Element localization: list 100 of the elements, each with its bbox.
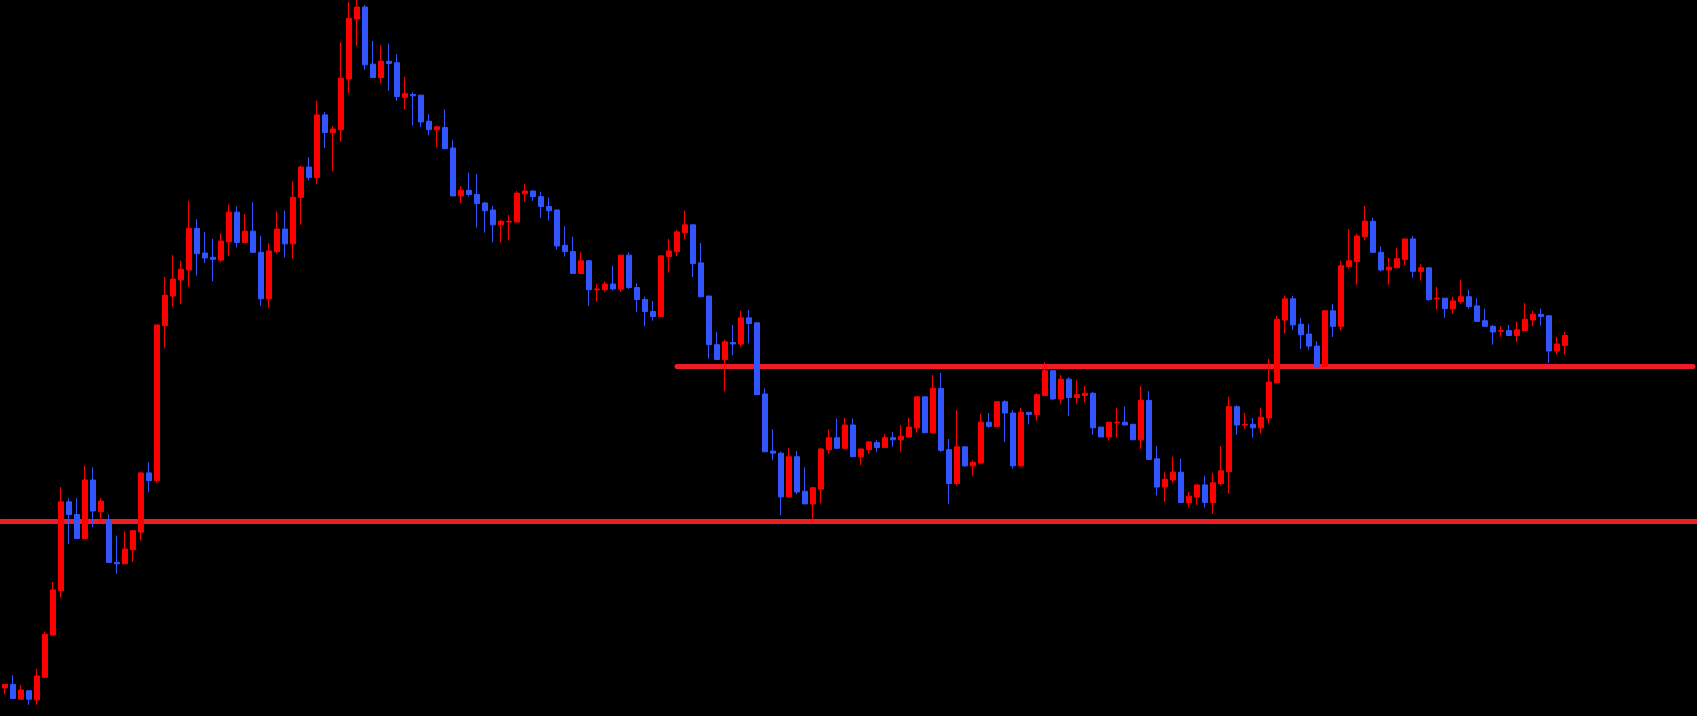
candlestick — [298, 165, 304, 226]
candlestick — [722, 339, 728, 392]
candlestick — [602, 280, 608, 293]
candlestick — [1050, 370, 1056, 401]
candlestick — [1234, 404, 1240, 436]
candlestick — [802, 466, 808, 505]
candlestick — [970, 459, 976, 477]
candlestick — [138, 471, 144, 542]
candlestick — [450, 139, 456, 197]
candlestick — [1410, 235, 1416, 279]
candlestick — [82, 465, 88, 539]
candlestick — [1442, 297, 1448, 319]
candlestick — [442, 108, 448, 150]
candlestick — [1338, 260, 1344, 332]
candlestick — [538, 191, 544, 219]
candlestick — [370, 40, 376, 79]
candlestick — [1522, 302, 1528, 332]
candlestick — [1066, 376, 1072, 417]
candlestick — [362, 4, 368, 71]
candlestick — [274, 210, 280, 255]
candlestick — [562, 225, 568, 258]
candlestick — [1290, 295, 1296, 331]
candlestick — [386, 43, 392, 92]
candlestick — [706, 295, 712, 360]
candlestick — [1498, 325, 1504, 338]
candlestick — [1058, 374, 1064, 405]
candlestick — [762, 387, 768, 453]
candlestick — [522, 183, 528, 203]
candlestick — [1394, 247, 1400, 269]
candlestick — [818, 447, 824, 504]
candlestick — [1274, 315, 1280, 384]
candlestick — [938, 372, 944, 453]
candlestick — [258, 235, 264, 307]
candlestick — [858, 448, 864, 466]
candlestick — [170, 254, 176, 308]
candlestick — [1210, 472, 1216, 515]
candlestick — [490, 205, 496, 243]
candlestick — [1194, 483, 1200, 506]
candlestick — [218, 232, 224, 263]
candlestick — [506, 214, 512, 241]
candlestick — [1426, 266, 1432, 302]
candlestick — [1202, 475, 1208, 508]
candlestick — [34, 668, 40, 706]
candlestick — [1298, 317, 1304, 350]
candlestick — [1258, 407, 1264, 434]
candlestick — [66, 497, 72, 545]
candlestick — [306, 156, 312, 181]
candlestick — [922, 395, 928, 434]
candlestick — [978, 413, 984, 465]
candlestick — [1170, 456, 1176, 484]
candlestick — [210, 238, 216, 282]
candlestick — [1074, 379, 1080, 405]
candlestick — [1154, 445, 1160, 496]
candlestick — [1266, 358, 1272, 425]
candlestick — [1474, 297, 1480, 322]
candlestick — [1018, 407, 1024, 468]
candlestick — [730, 324, 736, 356]
candlestick — [234, 206, 240, 248]
candlestick — [610, 265, 616, 291]
candlestick — [986, 412, 992, 429]
candlestick — [1346, 228, 1352, 270]
candlestick — [1186, 491, 1192, 508]
candlestick — [1146, 390, 1152, 461]
candlestick — [1282, 295, 1288, 334]
candlestick — [658, 255, 664, 317]
candlestick — [1178, 458, 1184, 504]
candlestick — [1090, 391, 1096, 436]
candlestick — [570, 236, 576, 274]
candlestick — [618, 254, 624, 293]
candlestick — [1226, 396, 1232, 494]
candlestick — [1218, 445, 1224, 487]
candlestick — [42, 631, 48, 678]
candlestick — [754, 321, 760, 396]
candlestick — [650, 300, 656, 322]
candlestick — [946, 438, 952, 505]
candlestick — [186, 200, 192, 288]
candlestick — [322, 111, 328, 149]
candlestick — [1354, 233, 1360, 286]
candlestick — [714, 331, 720, 360]
candlestick — [482, 201, 488, 234]
candlestick — [226, 203, 232, 257]
candlestick — [346, 1, 352, 94]
candlestick — [554, 208, 560, 250]
candlestick — [530, 189, 536, 202]
candlestick — [130, 529, 136, 563]
candlestick — [698, 242, 704, 298]
candlestick — [50, 581, 56, 637]
candlestick — [746, 309, 752, 344]
candlestick — [162, 276, 168, 349]
candlestick — [914, 396, 920, 434]
candlestick — [834, 418, 840, 450]
candlestick — [1386, 257, 1392, 286]
candlestick — [1106, 421, 1112, 441]
candlestick — [1530, 310, 1536, 327]
candlestick — [778, 451, 784, 516]
candlestick — [498, 219, 504, 243]
candlestick — [18, 684, 24, 701]
candlestick — [1490, 324, 1496, 346]
candlestick — [1370, 217, 1376, 253]
candlestick — [354, 0, 360, 47]
